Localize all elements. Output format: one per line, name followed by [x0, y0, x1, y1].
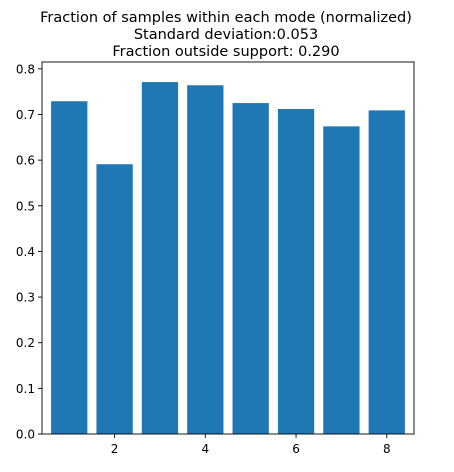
bar-3: [141, 82, 179, 434]
chart-title-line-2: Standard deviation:0.053: [134, 27, 318, 43]
y-tick-label: 0.4: [16, 245, 35, 259]
y-tick-label: 0.2: [16, 336, 35, 350]
bars-layer: [51, 82, 405, 435]
x-tick-label: 4: [201, 442, 209, 456]
plot-frame: [41, 61, 415, 435]
bar-1: [51, 101, 88, 434]
y-tick-label: 0.0: [16, 428, 35, 442]
axes-layer: 0.0 0.1 0.2 0.3 0.4 0.5 0.6 0.7 0.8 2 4 6 8: [16, 61, 415, 456]
x-tick-label: 8: [383, 442, 391, 456]
bar-7: [323, 126, 360, 435]
bar-6: [277, 109, 315, 435]
x-tick-label: 6: [292, 442, 300, 456]
y-tick-label: 0.6: [16, 154, 35, 168]
bar-5: [232, 103, 269, 434]
bar-4: [187, 85, 224, 434]
y-tick-label: 0.8: [16, 62, 35, 76]
y-tick-label: 0.5: [16, 199, 35, 213]
chart-title-line-3: Fraction outside support: 0.290: [112, 44, 339, 60]
x-tick-label: 2: [111, 442, 119, 456]
chart-title-line-1: Fraction of samples within each mode (no…: [40, 10, 412, 26]
bar-8: [368, 110, 405, 435]
bar-2: [96, 164, 133, 434]
y-tick-label: 0.1: [16, 382, 35, 396]
y-tick-label: 0.3: [16, 291, 35, 305]
y-tick-label: 0.7: [16, 108, 35, 122]
